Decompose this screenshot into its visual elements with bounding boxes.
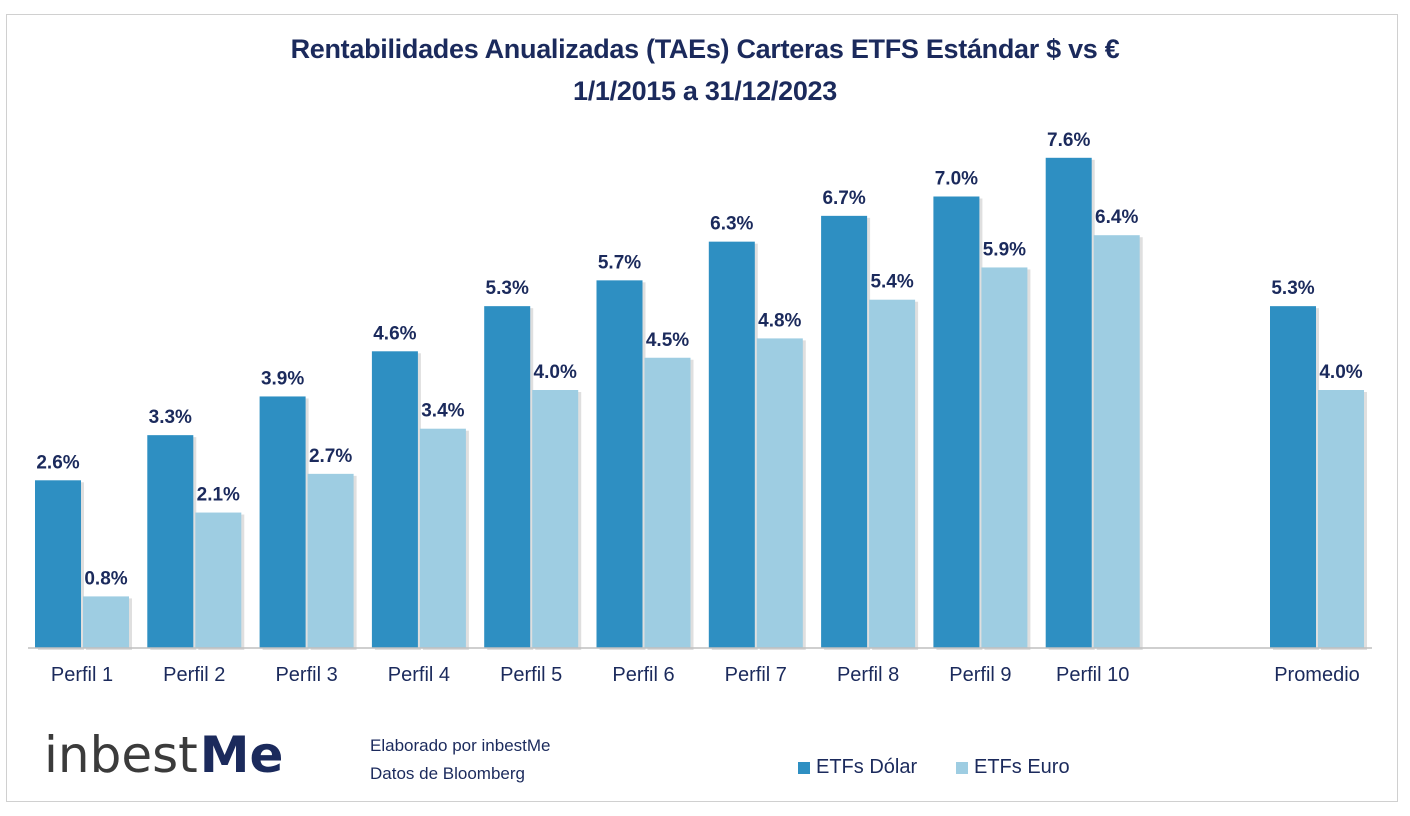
- data-label: 3.4%: [421, 401, 464, 422]
- data-label: 7.0%: [935, 169, 978, 190]
- data-label: 4.8%: [758, 310, 801, 331]
- data-label: 5.9%: [983, 239, 1026, 260]
- bar-dolar-1: [35, 480, 81, 648]
- x-tick-label: Promedio: [1274, 664, 1360, 686]
- bar-dolar-4: [371, 351, 418, 648]
- bar-euro-4: [419, 428, 466, 648]
- logo-text-main: inbest: [44, 726, 198, 784]
- data-label: 2.1%: [197, 485, 240, 506]
- bar-euro-3: [307, 473, 354, 648]
- bar-euro-10: [1093, 235, 1140, 648]
- credit-source: Datos de Bloomberg: [370, 764, 525, 783]
- bar-dolar-7: [708, 241, 755, 648]
- bar-dolar-6: [596, 280, 643, 648]
- data-label: 4.0%: [534, 362, 577, 383]
- x-tick-label: Perfil 7: [725, 664, 787, 686]
- data-label: 6.7%: [822, 188, 865, 209]
- chart-title: Rentabilidades Anualizadas (TAEs) Carter…: [290, 34, 1120, 64]
- data-label: 5.4%: [870, 272, 913, 293]
- bar-dolar-10: [1045, 157, 1092, 649]
- x-tick-label: Perfil 9: [949, 664, 1011, 686]
- legend-swatch-dolar: [798, 761, 810, 774]
- bar-euro-6: [644, 357, 691, 648]
- x-tick-label: Perfil 5: [500, 664, 562, 686]
- chart-subtitle: 1/1/2015 a 31/12/2023: [573, 76, 837, 106]
- x-tick-label: Perfil 4: [388, 664, 450, 686]
- bar-dolar-5: [484, 306, 531, 648]
- bar-dolar-11: [1270, 306, 1316, 648]
- logo-text-accent: Me: [199, 726, 284, 784]
- x-tick-label: Perfil 6: [612, 664, 674, 686]
- bar-euro-8: [869, 299, 916, 648]
- legend-item-euro: ETFs Euro: [956, 756, 1070, 779]
- x-tick-label: Perfil 3: [275, 664, 337, 686]
- bar-euro-7: [756, 338, 803, 648]
- bar-dolar-8: [821, 215, 868, 648]
- data-label: 5.3%: [1271, 278, 1314, 299]
- x-tick-label: Perfil 8: [837, 664, 899, 686]
- chart-frame: [6, 14, 1398, 802]
- legend-swatch-euro: [956, 761, 968, 774]
- bar-dolar-3: [259, 396, 306, 648]
- bar-euro-11: [1318, 390, 1364, 648]
- bar-dolar-9: [933, 196, 980, 648]
- x-tick-label: Perfil 2: [163, 664, 225, 686]
- data-label: 6.4%: [1095, 207, 1138, 228]
- inbestme-logo: inbest Me: [44, 726, 283, 786]
- bar-euro-2: [195, 512, 242, 648]
- legend-item-dolar: ETFs Dólar: [798, 756, 917, 779]
- x-tick-label: Perfil 10: [1056, 664, 1129, 686]
- legend-label-euro: ETFs Euro: [974, 756, 1070, 778]
- bar-euro-5: [532, 390, 579, 648]
- data-label: 3.3%: [149, 407, 192, 428]
- data-label: 6.3%: [710, 214, 753, 235]
- x-tick-label: Perfil 1: [51, 664, 113, 686]
- data-label: 2.6%: [36, 452, 79, 473]
- data-label: 4.6%: [373, 323, 416, 344]
- data-label: 4.5%: [646, 330, 689, 351]
- data-label: 5.3%: [486, 278, 529, 299]
- data-label: 4.0%: [1319, 362, 1362, 383]
- data-label: 5.7%: [598, 252, 641, 273]
- data-label: 7.6%: [1047, 130, 1090, 151]
- data-label: 2.7%: [309, 446, 352, 467]
- data-label: 0.8%: [84, 568, 127, 589]
- legend-label-dolar: ETFs Dólar: [816, 756, 918, 778]
- bar-euro-9: [981, 267, 1028, 648]
- bar-dolar-2: [147, 435, 194, 648]
- credit-author: Elaborado por inbestMe: [370, 736, 551, 755]
- data-label: 3.9%: [261, 368, 304, 389]
- bar-euro-1: [83, 596, 129, 648]
